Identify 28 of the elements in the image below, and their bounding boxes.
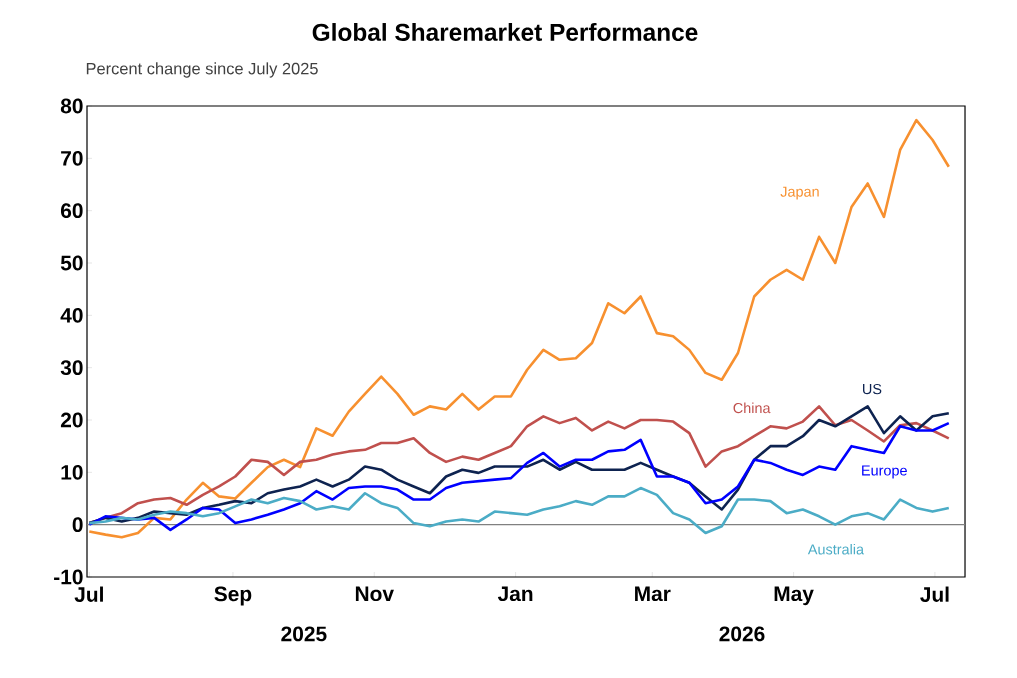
line-series	[88, 118, 951, 539]
y-tick-label: 60	[60, 203, 83, 219]
x-tick-label: Mar	[635, 586, 671, 602]
y-tick-label: 20	[60, 412, 83, 428]
text: Japan	[780, 186, 819, 200]
series-label: Europe	[862, 465, 907, 479]
y-tick-label: 40	[60, 307, 83, 323]
y-tick-label: 10	[61, 464, 83, 480]
x-tick-label: Sep	[214, 586, 252, 606]
chart-title: Global Sharemarket Performance	[312, 23, 698, 41]
y-tick-label: 50	[60, 255, 83, 271]
x-tick-label: Jul	[74, 586, 103, 602]
y-tick-label: 30	[60, 360, 83, 376]
series-label: US	[863, 383, 882, 395]
y-tick-label: 80	[60, 98, 83, 114]
text: 2025	[281, 626, 327, 642]
chart-subtitle: Percent change since July 2025	[86, 62, 318, 78]
y-tick-label: 70	[61, 150, 83, 166]
x-tick-label: May	[774, 586, 814, 606]
series-label: China	[733, 402, 771, 414]
y-tick-label: -10	[54, 569, 83, 585]
text: 2026	[719, 626, 765, 642]
x-tick-label: Jul	[920, 586, 949, 602]
y-tick-label: 0	[72, 517, 83, 533]
x-tick-label: Jan	[497, 586, 533, 602]
series-label: Australia	[807, 543, 865, 555]
x-tick-label: Nov	[355, 586, 394, 602]
line-series	[88, 486, 951, 535]
